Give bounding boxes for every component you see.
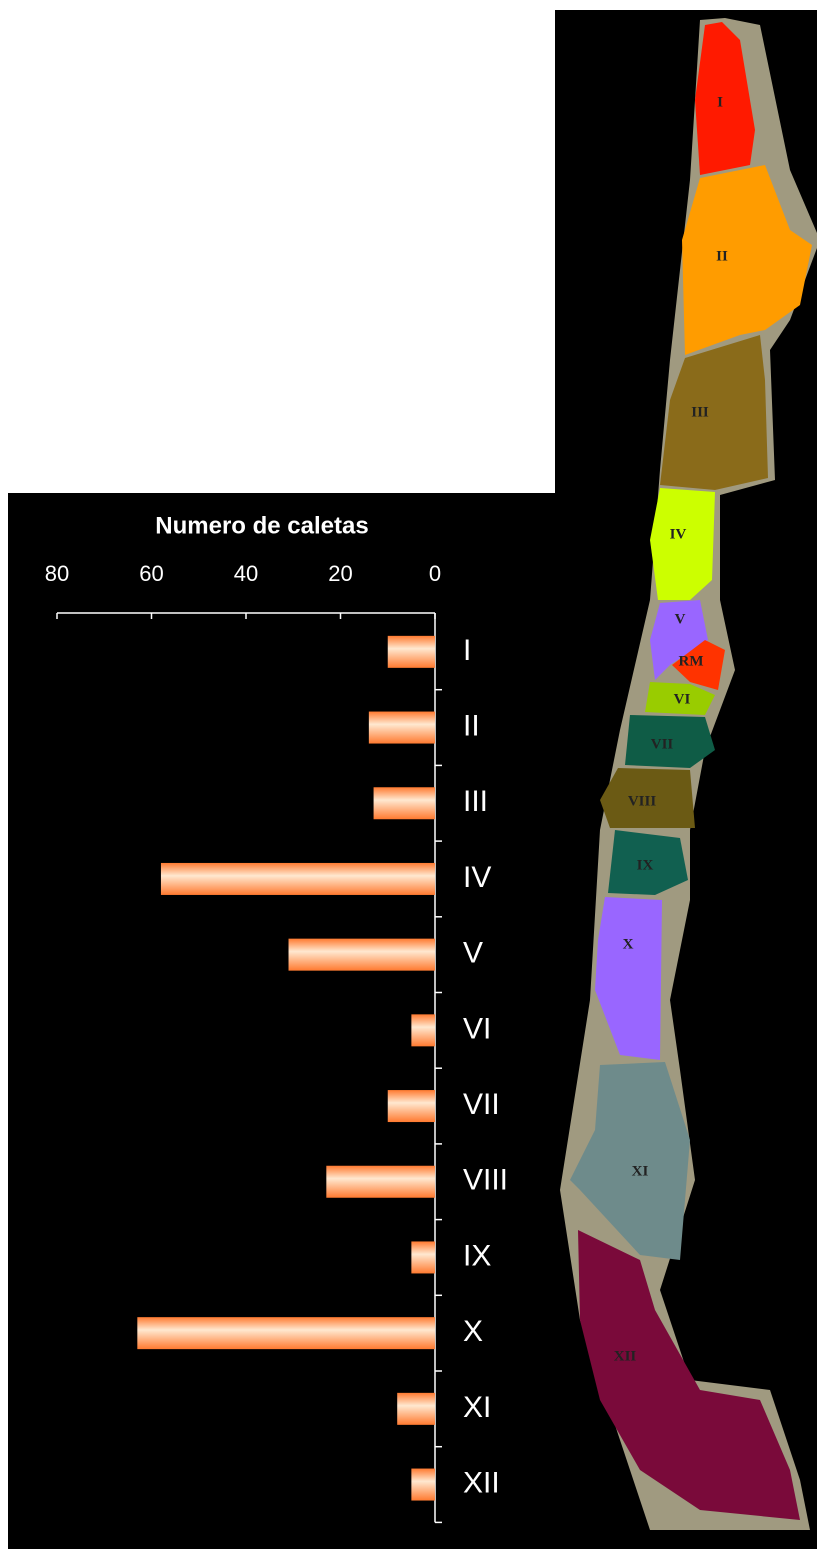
region-label: V — [675, 611, 686, 627]
bar — [368, 711, 435, 744]
region-label: XII — [614, 1348, 637, 1364]
region-label: II — [716, 248, 728, 264]
region-v — [650, 600, 708, 680]
region-label: XI — [632, 1163, 649, 1179]
region-ii — [682, 165, 812, 355]
region-iii — [660, 335, 768, 490]
bar — [387, 1090, 435, 1123]
y-tick-label: III — [463, 785, 488, 818]
bar — [137, 1317, 435, 1350]
region-viii — [600, 768, 695, 828]
bar — [411, 1014, 435, 1047]
region-label: IV — [670, 526, 687, 542]
region-label: III — [691, 404, 709, 420]
bar — [288, 938, 435, 971]
region-xii — [578, 1230, 800, 1520]
y-tick-label: XII — [463, 1466, 500, 1499]
x-tick-label: 0 — [429, 561, 441, 586]
region-ix — [608, 830, 688, 895]
region-i — [695, 22, 755, 175]
y-tick-label: X — [463, 1315, 483, 1348]
x-tick-label: 20 — [328, 561, 352, 586]
bar — [373, 787, 435, 820]
region-label: IX — [637, 857, 654, 873]
y-tick-label: VI — [463, 1012, 491, 1045]
region-label: VIII — [628, 793, 657, 809]
y-tick-label: VIII — [463, 1164, 508, 1197]
region-label: VI — [674, 691, 691, 707]
region-label: I — [717, 94, 723, 110]
region-xi — [570, 1062, 690, 1260]
bar — [326, 1165, 435, 1198]
region-iv — [650, 488, 715, 600]
x-tick-label: 40 — [234, 561, 258, 586]
y-tick-label: II — [463, 709, 480, 742]
chart-title: Numero de caletas — [155, 512, 368, 539]
region-label: X — [623, 936, 634, 952]
region-label: RM — [679, 653, 704, 669]
y-tick-label: I — [463, 634, 471, 667]
y-tick-label: XI — [463, 1391, 491, 1424]
y-tick-label: IX — [463, 1239, 491, 1272]
bar — [387, 635, 435, 668]
map — [560, 18, 817, 1530]
region-vi — [645, 682, 715, 715]
y-tick-label: IV — [463, 861, 491, 894]
x-tick-label: 60 — [139, 561, 163, 586]
bar — [160, 862, 435, 895]
bar — [397, 1392, 435, 1425]
region-rm — [672, 640, 725, 690]
region-x — [595, 897, 662, 1060]
region-vii — [625, 715, 715, 768]
x-tick-label: 80 — [45, 561, 69, 586]
y-tick-label: V — [463, 937, 483, 970]
bar — [411, 1468, 435, 1501]
bar — [411, 1241, 435, 1274]
y-tick-label: VII — [463, 1088, 500, 1121]
region-label: VII — [651, 736, 674, 752]
